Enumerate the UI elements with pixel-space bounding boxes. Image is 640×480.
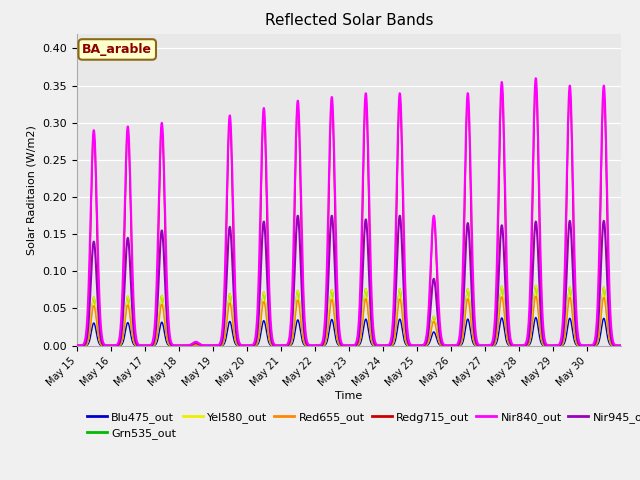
Legend: Blu475_out, Grn535_out, Yel580_out, Red655_out, Redg715_out, Nir840_out, Nir945_: Blu475_out, Grn535_out, Yel580_out, Red6… [83, 408, 640, 444]
Title: Reflected Solar Bands: Reflected Solar Bands [264, 13, 433, 28]
Text: BA_arable: BA_arable [82, 43, 152, 56]
Y-axis label: Solar Raditaion (W/m2): Solar Raditaion (W/m2) [27, 125, 36, 254]
X-axis label: Time: Time [335, 391, 362, 400]
